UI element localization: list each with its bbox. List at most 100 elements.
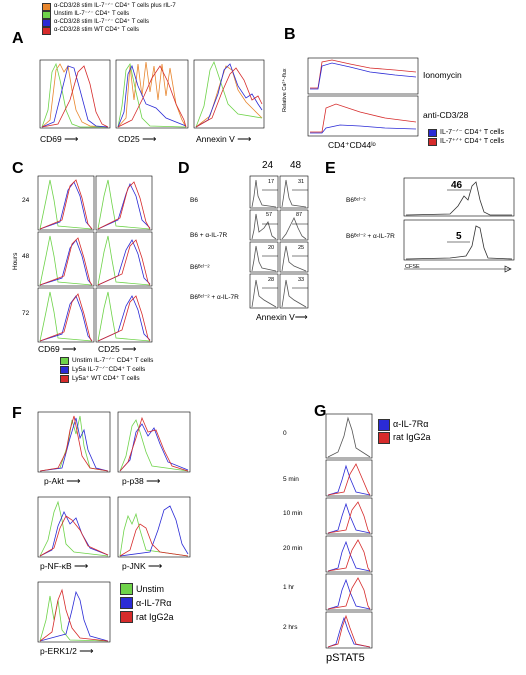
- legend-swatch: [120, 597, 133, 609]
- legend-item: IL-7⁻ᐟ⁻ CD4⁺ T cells: [428, 128, 504, 137]
- histogram-gray: [281, 179, 307, 208]
- legend-item: rat IgG2a: [120, 610, 174, 624]
- histogram-red: [97, 181, 151, 230]
- histogram-gray: [281, 279, 307, 308]
- histogram-red: [327, 463, 371, 496]
- row-label: B6: [190, 197, 198, 204]
- panel-a-xlabel: Annexin V ⟶: [196, 134, 252, 145]
- percent-value: 33: [298, 277, 305, 283]
- plot-frame: [279, 209, 309, 241]
- panel-a-xlabel: CD69 ⟶: [40, 134, 79, 145]
- legend-item: Unstim IL-7⁻ᐟ⁻ CD4⁺ T cells: [60, 356, 153, 365]
- panel-c-letter: C: [12, 160, 24, 177]
- panel-d-xlabel: Annexin V⟶: [256, 312, 308, 322]
- row-label: B6ᴮᶜˡ⁻² + α-IL-7R: [190, 294, 239, 301]
- histogram-red: [39, 588, 109, 642]
- row-label: B6ᴮᶜˡ⁻²: [346, 197, 366, 204]
- panel-g-legend: α-IL-7Rα rat IgG2a: [378, 418, 431, 444]
- legend-swatch: [60, 365, 69, 374]
- histogram-red: [41, 65, 109, 128]
- histogram-blue: [327, 616, 371, 648]
- histogram-gray: [327, 416, 371, 458]
- plot-xlabel: p-Akt ⟶: [44, 476, 81, 487]
- histogram-red: [97, 239, 151, 286]
- time-label: 10 min: [283, 510, 303, 517]
- histogram-blue: [327, 464, 371, 496]
- histogram-green: [41, 62, 108, 128]
- panel-e-xlabel: CFSE: [405, 264, 420, 270]
- legend-swatch: [42, 11, 51, 19]
- panel-b-legend: IL-7⁻ᐟ⁻ CD4⁺ T cells IL-7⁺ᐟ⁺ CD4⁺ T cell…: [428, 128, 504, 146]
- col-label-24: 24: [262, 160, 274, 171]
- legend-swatch: [378, 418, 390, 431]
- plot-frame: [279, 241, 309, 273]
- panel-b-letter: B: [284, 26, 296, 43]
- histogram-green: [39, 235, 93, 286]
- histogram-blue: [117, 64, 187, 128]
- histogram-green: [97, 179, 151, 230]
- percent-value: 31: [298, 179, 305, 185]
- panel-f-letter: F: [12, 405, 22, 422]
- histogram-gray: [281, 245, 307, 272]
- legend-item: rat IgG2a: [378, 431, 431, 444]
- percent-value: 28: [268, 277, 275, 283]
- histogram-gray: [251, 179, 277, 208]
- plot-frame: [279, 273, 309, 309]
- histogram-green: [119, 512, 189, 557]
- panel-a-legend: α-CD3/28 stim IL-7⁻ᐟ⁻ CD4⁺ T cells plus …: [42, 3, 176, 35]
- legend-item: Ly5a⁺ WT CD4⁺ T cells: [60, 374, 153, 383]
- histogram-red: [327, 501, 371, 534]
- histogram-gray: [405, 225, 513, 260]
- plot-frame: [403, 219, 515, 261]
- plot-frame: [249, 273, 279, 309]
- plot-frame: [95, 175, 153, 231]
- panel-d-letter: D: [178, 160, 190, 177]
- plot-frame: [325, 535, 373, 573]
- plot-frame: [37, 287, 95, 343]
- legend-swatch: [378, 431, 390, 444]
- plot-frame: [249, 241, 279, 273]
- legend-item: Ly5a IL-7⁻ᐟ⁻CD4⁺ T cells: [60, 365, 153, 374]
- legend-item: IL-7⁺ᐟ⁺ CD4⁺ T cells: [428, 137, 504, 146]
- histogram-blue: [327, 578, 371, 610]
- percent-value: 25: [298, 245, 305, 251]
- histogram-red: [117, 65, 187, 128]
- histogram-blue: [39, 511, 109, 557]
- histogram-red: [327, 577, 371, 610]
- legend-item: α-IL-7Rα: [378, 418, 431, 431]
- row-label-48: 48: [22, 253, 30, 260]
- histogram-red: [39, 293, 93, 342]
- panel-g-letter: G: [314, 403, 327, 420]
- percent-value: 17: [268, 179, 275, 185]
- histogram-blue: [97, 183, 151, 230]
- row-label-72: 72: [22, 310, 30, 317]
- histogram-gray: [251, 245, 277, 272]
- plot-frame: [193, 59, 265, 129]
- legend-item: α-IL-7Rα: [120, 596, 174, 610]
- plot-frame: [95, 231, 153, 287]
- plot-frame: [37, 175, 95, 231]
- histogram-blue: [39, 417, 109, 472]
- row-label: B6ᴮᶜˡ⁻² + α-IL-7R: [346, 233, 395, 240]
- histogram-gray: [251, 213, 277, 240]
- histogram-green: [97, 291, 151, 342]
- histogram-blue: [41, 65, 109, 128]
- legend-item: α-CD3/28 stim IL-7⁻ᐟ⁻ CD4⁺ T cells: [42, 19, 176, 27]
- plot-frame: [403, 177, 515, 217]
- histogram-blue: [119, 505, 189, 557]
- time-label: 1 hr: [283, 584, 295, 591]
- plot-frame: [325, 459, 373, 497]
- histogram-green: [97, 235, 151, 286]
- histogram-green: [119, 419, 189, 472]
- plot-frame: [115, 59, 189, 129]
- plot-frame: [39, 59, 111, 129]
- plot-xlabel: p-NF-κB ⟶: [40, 561, 89, 572]
- histogram-green: [39, 291, 93, 342]
- plot-frame: [117, 496, 191, 558]
- row-label: B6ᴮᶜˡ⁻²: [190, 264, 210, 271]
- plot-xlabel: p-JNK ⟶: [122, 561, 163, 572]
